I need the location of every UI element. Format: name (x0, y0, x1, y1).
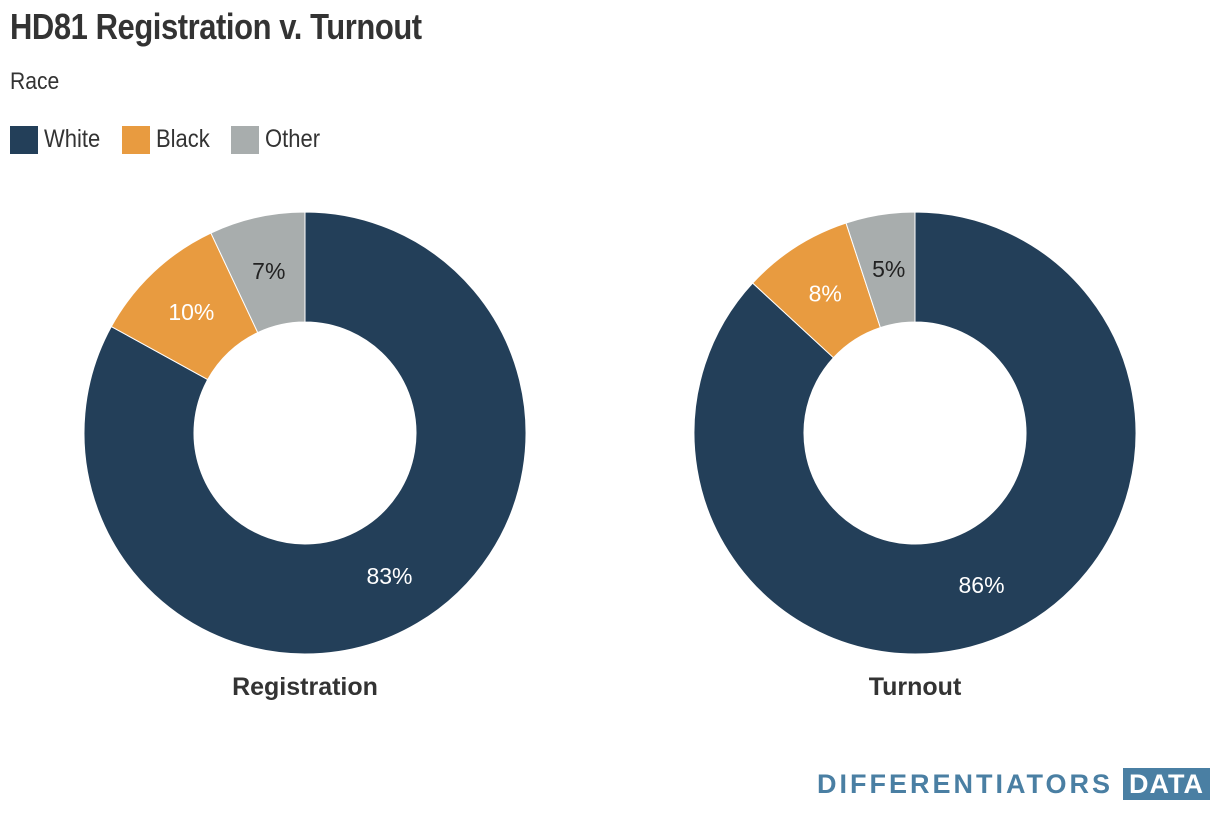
brand-logo: DIFFERENTIATORS DATA (817, 768, 1210, 800)
legend-label-black: Black (155, 125, 210, 153)
brand-logo-box: DATA (1123, 768, 1210, 800)
turnout-donut: 86% 8% 5% Turnout (693, 211, 1137, 701)
registration-slice-white (83, 211, 527, 655)
legend-swatch-other (231, 125, 260, 154)
brand-logo-text: DIFFERENTIATORS (817, 768, 1114, 799)
registration-label-white: 83% (366, 563, 412, 589)
chart-subtitle: Race (10, 68, 60, 95)
registration-donut: 83% 10% 7% Registration (83, 211, 527, 701)
turnout-label-black: 8% (809, 280, 842, 306)
registration-slice-other (210, 211, 306, 334)
turnout-label-other: 5% (872, 256, 905, 282)
legend-swatch-black (121, 125, 150, 154)
turnout-label-white: 86% (959, 572, 1005, 598)
registration-label-other: 7% (252, 258, 285, 284)
legend-label-white: White (44, 125, 101, 153)
registration-title: Registration (232, 673, 378, 701)
turnout-title: Turnout (869, 673, 962, 701)
turnout-slice-white (693, 211, 1137, 655)
legend: White Black Other (10, 125, 342, 154)
chart-title: HD81 Registration v. Turnout (10, 6, 422, 47)
turnout-slice-other (845, 211, 916, 329)
legend-item-other: Other (231, 125, 322, 154)
legend-item-white: White (10, 125, 102, 154)
legend-label-other: Other (265, 125, 321, 153)
legend-swatch-white (10, 125, 38, 154)
registration-label-black: 10% (168, 299, 214, 325)
legend-item-black: Black (121, 125, 211, 154)
